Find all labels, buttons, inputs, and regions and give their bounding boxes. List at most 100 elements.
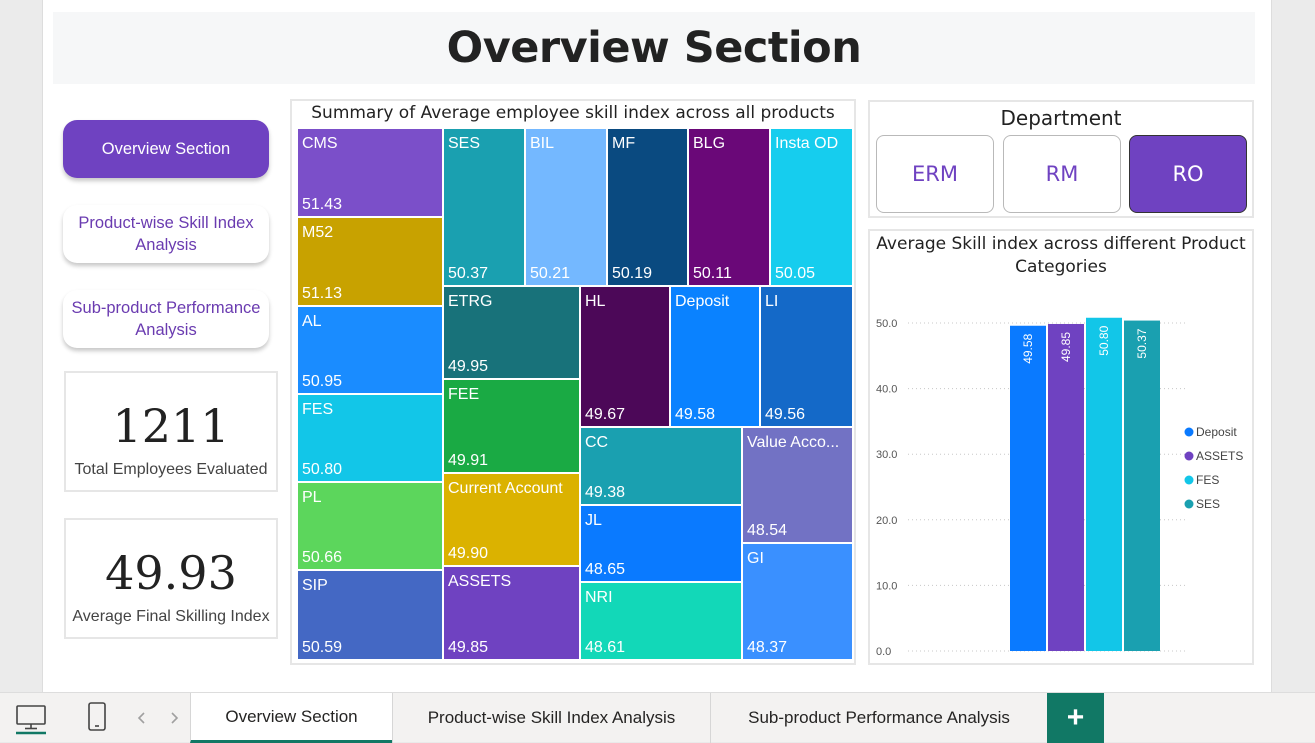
nav-sub-product-button[interactable]: Sub-product Performance Analysis — [63, 290, 269, 348]
treemap-tile-al[interactable]: AL 50.95 — [297, 306, 443, 394]
tab-sub-product[interactable]: Sub-product Performance Analysis — [710, 693, 1047, 743]
treemap-tile-value: 49.85 — [448, 639, 489, 656]
treemap-tile-mf[interactable]: MF 50.19 — [607, 128, 688, 286]
chevron-right-icon[interactable] — [167, 710, 181, 726]
kpi-avg-index-value: 49.93 — [105, 546, 237, 600]
nav-product-wise-button[interactable]: Product-wise Skill Index Analysis — [63, 205, 269, 263]
dept-button-ro[interactable]: RO — [1129, 135, 1247, 213]
y-tick-label: 10.0 — [876, 580, 897, 592]
treemap-panel: Summary of Average employee skill index … — [290, 99, 856, 665]
bar-ses[interactable] — [1124, 320, 1160, 651]
treemap-tile-value: 49.91 — [448, 452, 489, 469]
department-slicer: Department ERM RM RO — [868, 100, 1254, 218]
treemap-tile-insta-od[interactable]: Insta OD 50.05 — [770, 128, 853, 286]
treemap-tile-value: 51.13 — [302, 285, 343, 302]
treemap: CMS 51.43 M52 51.13 AL 50.95 FES 50.80 PL 50.66 SI… — [297, 128, 853, 660]
treemap-tile-fee[interactable]: FEE 49.91 — [443, 379, 580, 473]
treemap-tile-value: 50.80 — [302, 461, 343, 478]
treemap-tile-value: 51.43 — [302, 196, 343, 213]
treemap-tile-value: 49.58 — [675, 406, 716, 423]
treemap-tile-value: 48.54 — [747, 522, 788, 539]
bar-fes[interactable] — [1086, 317, 1122, 651]
dept-button-erm[interactable]: ERM — [876, 135, 994, 213]
treemap-tile-cms[interactable]: CMS 51.43 — [297, 128, 443, 217]
add-page-button[interactable]: + — [1047, 693, 1104, 743]
treemap-tile-value: 48.65 — [585, 561, 626, 578]
treemap-tile-bil[interactable]: BIL 50.21 — [525, 128, 607, 286]
treemap-tile-value: 48.37 — [747, 639, 788, 656]
treemap-tile-value: 50.11 — [693, 265, 732, 282]
bar-value-label: 49.85 — [1059, 332, 1073, 362]
page-title-bar: Overview Section — [53, 12, 1255, 84]
treemap-tile-label: Value Acco... — [747, 434, 840, 451]
department-title: Department — [1000, 106, 1122, 130]
bar-deposit[interactable] — [1010, 325, 1046, 651]
tab-overview[interactable]: Overview Section — [190, 693, 392, 743]
treemap-tile-sip[interactable]: SIP 50.59 — [297, 570, 443, 660]
treemap-tile-value: 49.56 — [765, 406, 806, 423]
treemap-tile-nri[interactable]: NRI 48.61 — [580, 582, 742, 660]
y-tick-label: 40.0 — [876, 384, 897, 396]
legend-label[interactable]: ASSETS — [1196, 449, 1243, 463]
treemap-tile-value: 50.37 — [448, 265, 489, 282]
legend-label[interactable]: Deposit — [1196, 425, 1237, 439]
treemap-tile-label: PL — [302, 489, 322, 506]
kpi-card-avg-index: 49.93 Average Final Skilling Index — [64, 518, 278, 639]
treemap-tile-label: GI — [747, 550, 764, 567]
treemap-tile-m52[interactable]: M52 51.13 — [297, 217, 443, 306]
treemap-tile-deposit[interactable]: Deposit 49.58 — [670, 286, 760, 427]
kpi-card-employees: 1211 Total Employees Evaluated — [64, 371, 278, 492]
treemap-tile-label: MF — [612, 135, 636, 152]
bar-value-label: 50.37 — [1135, 328, 1149, 358]
legend-label[interactable]: SES — [1196, 497, 1220, 511]
treemap-tile-gi[interactable]: GI 48.37 — [742, 543, 853, 660]
bar-chart-panel: Average Skill index across different Pro… — [868, 229, 1254, 665]
treemap-tile-label: FEE — [448, 386, 480, 403]
treemap-tile-value: 50.66 — [302, 549, 343, 566]
treemap-tile-jl[interactable]: JL 48.65 — [580, 505, 742, 582]
bar-value-label: 50.80 — [1097, 325, 1111, 355]
treemap-tile-label: ETRG — [448, 293, 493, 310]
treemap-tile-hl[interactable]: HL 49.67 — [580, 286, 670, 427]
treemap-tile-assets[interactable]: ASSETS 49.85 — [443, 566, 580, 660]
treemap-tile-current-account[interactable]: Current Account 49.90 — [443, 473, 580, 566]
treemap-tile-value: 49.90 — [448, 545, 489, 562]
treemap-tile-blg[interactable]: BLG 50.11 — [688, 128, 770, 286]
report-page: Overview Section Overview Section Produc… — [42, 0, 1272, 692]
legend-marker — [1184, 475, 1194, 485]
treemap-tile-etrg[interactable]: ETRG 49.95 — [443, 286, 580, 379]
page-tab-bar: Overview Section Product-wise Skill Inde… — [0, 692, 1315, 743]
treemap-tile-ses[interactable]: SES 50.37 — [443, 128, 525, 286]
mobile-view-icon[interactable] — [84, 701, 110, 735]
treemap-tile-label: FES — [302, 401, 334, 418]
treemap-tile-label: Deposit — [675, 293, 730, 310]
dept-button-rm[interactable]: RM — [1003, 135, 1121, 213]
treemap-tile-value: 49.38 — [585, 484, 626, 501]
tab-product-wise[interactable]: Product-wise Skill Index Analysis — [392, 693, 710, 743]
treemap-tile-value-acco[interactable]: Value Acco... 48.54 — [742, 427, 853, 543]
treemap-tile-li[interactable]: LI 49.56 — [760, 286, 853, 427]
nav-product-wise-label: Product-wise Skill Index Analysis — [78, 214, 254, 254]
treemap-tile-label: BIL — [530, 135, 555, 152]
treemap-tile-pl[interactable]: PL 50.66 — [297, 482, 443, 570]
treemap-tile-cc[interactable]: CC 49.38 — [580, 427, 742, 505]
bar-chart: 0.0 10.0 20.0 30.0 40.0 50.0 49.58 49.85 50.80 50… — [876, 317, 1243, 658]
treemap-tile-value: 49.67 — [585, 406, 626, 423]
legend-marker — [1184, 499, 1194, 509]
bar-assets[interactable] — [1048, 323, 1084, 651]
legend-label[interactable]: FES — [1196, 473, 1219, 487]
nav-overview-button[interactable]: Overview Section — [63, 120, 269, 178]
kpi-avg-index-label: Average Final Skilling Index — [72, 608, 270, 625]
treemap-tile-value: 50.19 — [612, 265, 653, 282]
treemap-tile-fes[interactable]: FES 50.80 — [297, 394, 443, 482]
treemap-tile-label: SES — [448, 135, 481, 152]
treemap-tile-label: JL — [585, 512, 602, 529]
treemap-tile-label: CC — [585, 434, 609, 451]
nav-sub-product-label: Sub-product Performance Analysis — [71, 299, 261, 339]
chevron-left-icon[interactable] — [135, 710, 149, 726]
treemap-tile-label: SIP — [302, 577, 328, 594]
bar-value-label: 49.58 — [1021, 333, 1035, 363]
desktop-view-icon[interactable] — [14, 701, 48, 735]
treemap-tile-value: 50.21 — [530, 265, 571, 282]
